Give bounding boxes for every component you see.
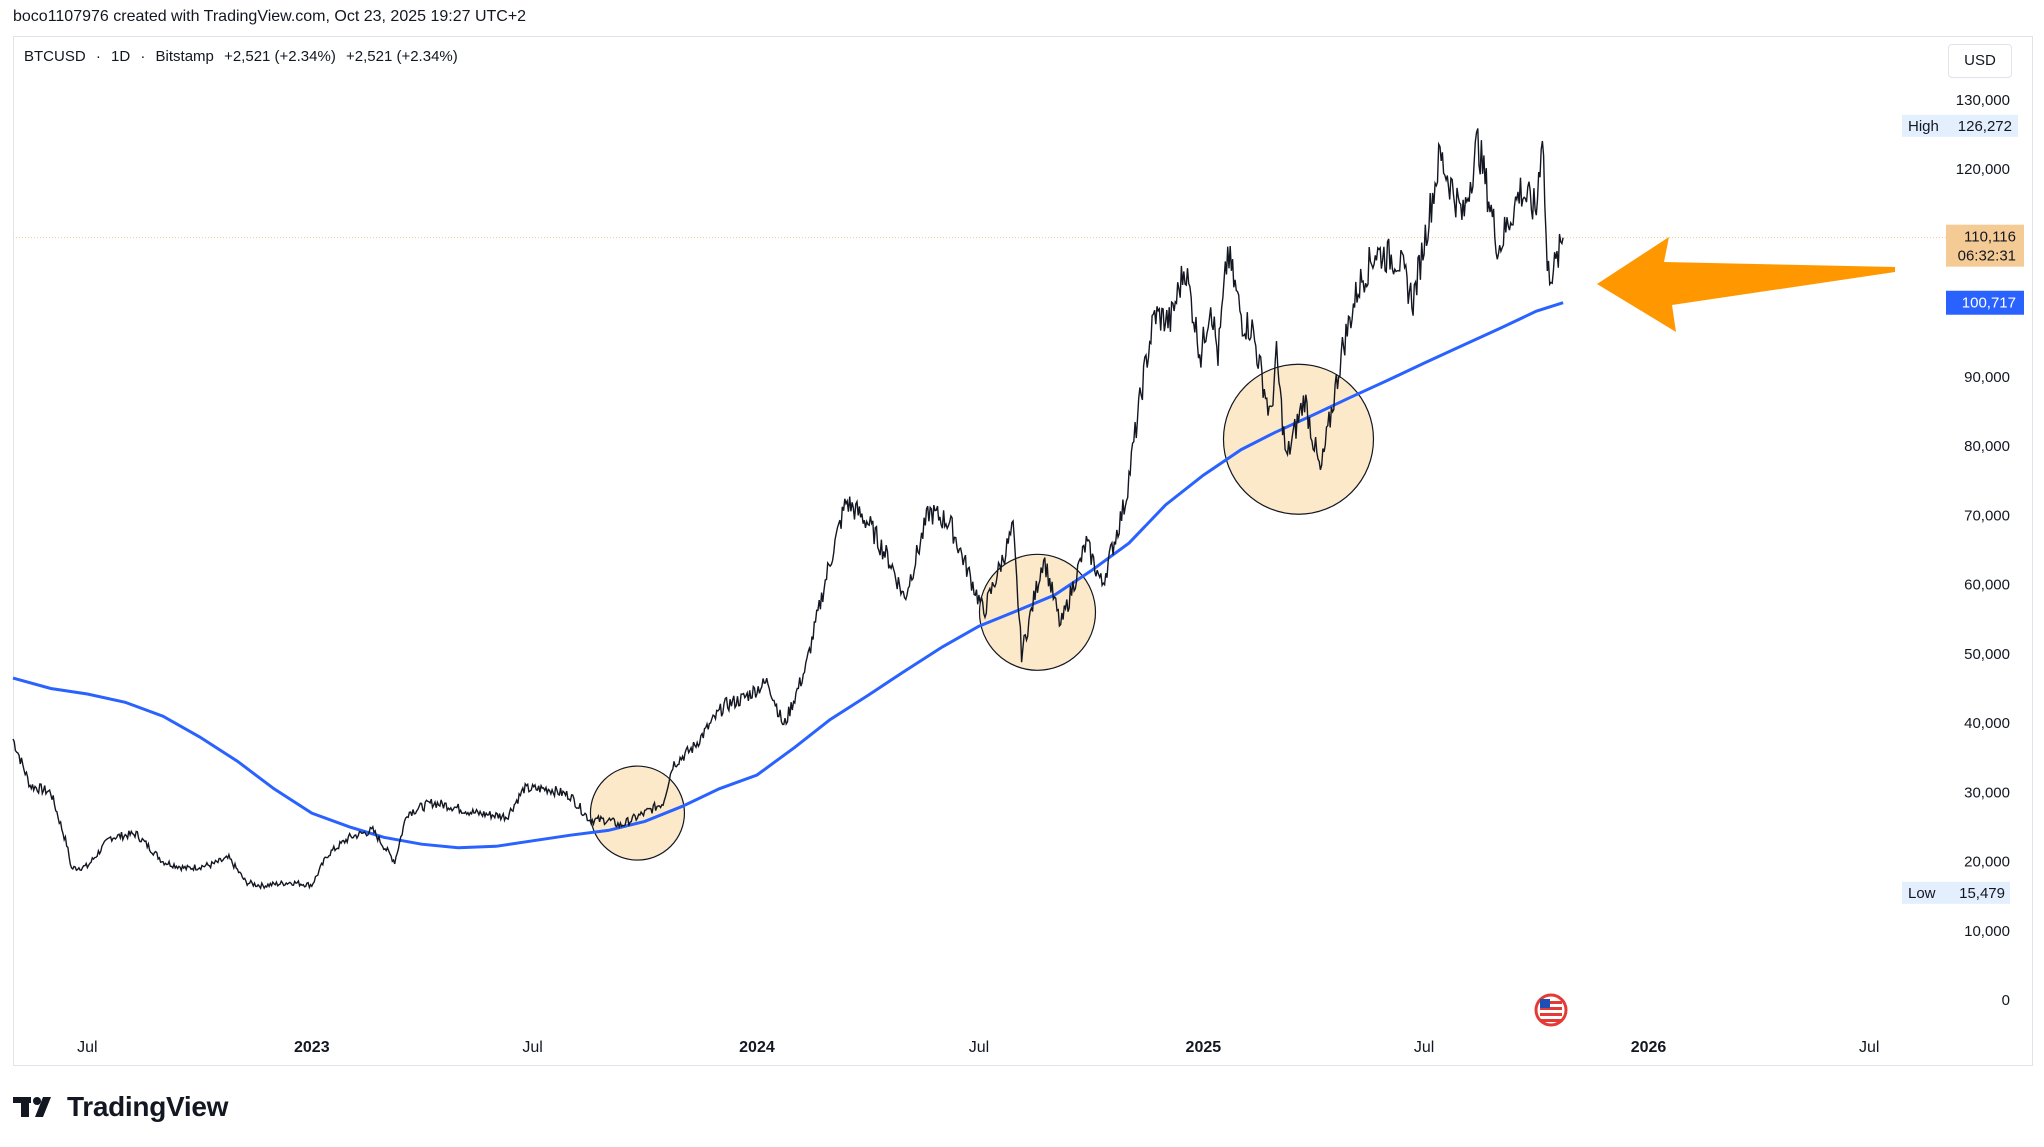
x-tick-label: Jul	[1859, 1039, 1879, 1056]
highlight-circle	[978, 553, 1097, 671]
low-label-text: Low	[1908, 885, 1936, 902]
tradingview-wordmark: TradingView	[67, 1091, 229, 1122]
y-tick-label: 0	[2002, 992, 2010, 1009]
x-tick-label: Jul	[1414, 1039, 1434, 1056]
chart-frame	[13, 36, 2033, 1066]
annotation-arrow-group	[1597, 237, 1895, 332]
tradingview-logo[interactable]: TradingView	[13, 1091, 228, 1123]
x-tick-label: 2024	[739, 1039, 775, 1056]
ma-value-text: 100,717	[1962, 295, 2016, 312]
high-label-text: High	[1908, 118, 1939, 135]
currency-button[interactable]: USD	[1948, 44, 2012, 78]
legend-change-secondary: +2,521 (+2.34%)	[346, 48, 458, 65]
y-tick-label: 50,000	[1964, 646, 2010, 663]
current-price-box	[1946, 224, 2024, 267]
x-tick-label: Jul	[77, 1039, 97, 1056]
annotation-arrow	[1597, 237, 1895, 332]
x-tick-label: Jul	[522, 1039, 542, 1056]
moving-average-line	[12, 301, 1564, 850]
creator-caption: boco1107976 created with TradingView.com…	[13, 8, 527, 25]
y-tick-label: 130,000	[1956, 92, 2010, 109]
us-flag-stripes	[1540, 999, 1562, 1022]
moving-average-group	[12, 301, 1564, 850]
y-tick-label: 10,000	[1964, 923, 2010, 940]
legend-separator: ·	[95, 48, 101, 65]
y-tick-label: 120,000	[1956, 161, 2010, 178]
symbol-legend: BTCUSD · 1D · Bitstamp +2,521 (+2.34%) +…	[24, 48, 464, 65]
price-axis: 0 10,000 20,000 30,000 40,000 50,000 60,000 70,…	[1956, 92, 2010, 1009]
y-tick-label: 60,000	[1964, 577, 2010, 594]
price-series-group	[12, 128, 1564, 890]
high-value-text: 126,272	[1958, 118, 2012, 135]
highlight-circle	[1222, 363, 1375, 515]
high-label-box	[1902, 114, 2018, 137]
current-price-text: 110,116	[1964, 229, 2016, 246]
x-tick-label: 2025	[1186, 1039, 1222, 1056]
tradingview-logo-icon	[13, 1097, 51, 1117]
y-tick-label: 90,000	[1964, 369, 2010, 386]
x-tick-label: Jul	[969, 1039, 989, 1056]
legend-separator: ·	[140, 48, 146, 65]
y-tick-label: 70,000	[1964, 507, 2010, 524]
time-axis: Jul 2023 Jul 2024 Jul 2025 Jul 2026 Jul	[77, 1039, 1879, 1056]
low-label-box	[1902, 881, 2010, 904]
highlight-circles	[589, 363, 1375, 861]
y-tick-label: 20,000	[1964, 854, 2010, 871]
ma-value-box	[1946, 290, 2024, 315]
y-tick-label: 30,000	[1964, 784, 2010, 801]
highlight-circle	[589, 765, 686, 861]
price-line	[12, 128, 1564, 890]
y-tick-label: 40,000	[1964, 715, 2010, 732]
economic-event-flag[interactable]	[1534, 993, 1568, 1027]
legend-change: +2,521 (+2.34%)	[224, 48, 336, 65]
countdown-text: 06:32:31	[1958, 248, 2016, 265]
low-value-text: 15,479	[1959, 885, 2005, 902]
x-tick-label: 2023	[294, 1039, 330, 1056]
legend-interval[interactable]: 1D	[111, 48, 131, 65]
axis-labels: High 126,272 110,116 06:32:31 100,717 Low 15,4…	[1902, 114, 2024, 904]
legend-exchange[interactable]: Bitstamp	[155, 48, 214, 65]
legend-symbol[interactable]: BTCUSD	[24, 48, 86, 65]
x-tick-label: 2026	[1631, 1039, 1667, 1056]
y-tick-label: 80,000	[1964, 438, 2010, 455]
